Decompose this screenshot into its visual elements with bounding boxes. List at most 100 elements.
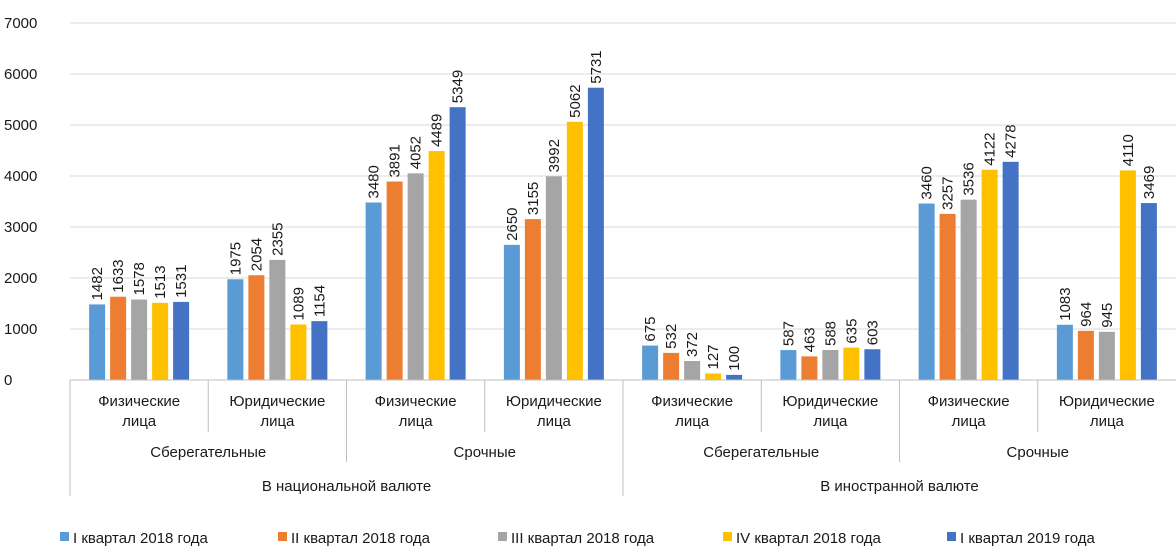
currency-group-label: В иностранной валюте — [820, 478, 979, 495]
bar — [726, 374, 743, 380]
y-tick-label: 0 — [4, 372, 12, 389]
data-label: 587 — [780, 321, 797, 346]
data-label: 945 — [1099, 303, 1116, 328]
bar — [1119, 170, 1136, 380]
bar — [89, 304, 106, 380]
y-tick-label: 6000 — [4, 66, 37, 83]
bar — [705, 373, 722, 380]
bar — [960, 199, 977, 380]
bar — [386, 181, 403, 380]
legend-label: I квартал 2019 года — [960, 530, 1095, 547]
bar — [269, 259, 286, 380]
data-label: 635 — [843, 319, 860, 344]
data-label: 4122 — [982, 132, 999, 165]
data-label: 4489 — [429, 114, 446, 147]
group-label: Сберегательные — [150, 444, 266, 461]
data-label: 3460 — [919, 166, 936, 199]
bar — [663, 352, 680, 380]
bar — [1002, 161, 1019, 380]
data-label: 372 — [684, 332, 701, 357]
data-label: 1089 — [290, 287, 307, 320]
y-tick-label: 7000 — [4, 15, 37, 32]
category-label: лица — [813, 413, 848, 430]
y-tick-label: 2000 — [4, 270, 37, 287]
bar — [449, 107, 466, 381]
bar — [365, 202, 382, 380]
category-label: лица — [952, 413, 987, 430]
data-label: 3155 — [525, 182, 542, 215]
bar — [642, 345, 659, 380]
data-label: 1482 — [89, 267, 106, 300]
data-label: 1578 — [131, 262, 148, 295]
bar — [822, 350, 839, 380]
y-tick-label: 1000 — [4, 321, 37, 338]
bar — [524, 219, 541, 380]
data-label: 532 — [663, 324, 680, 349]
y-axis-ticks: 0 1000 2000 3000 4000 5000 6000 7000 — [4, 15, 37, 389]
bar — [566, 121, 583, 380]
legend-label: I квартал 2018 года — [73, 530, 208, 547]
bar — [311, 321, 328, 380]
data-label: 4052 — [408, 136, 425, 169]
group-label: Сберегательные — [703, 444, 819, 461]
bar — [131, 299, 148, 380]
legend-item: II квартал 2018 года — [278, 530, 431, 547]
legend-swatch — [60, 532, 69, 541]
bar — [981, 169, 998, 380]
x-axis: Физические лица Юридические лица Физические л… — [69, 379, 1176, 496]
bar — [407, 173, 424, 380]
bar — [1056, 324, 1073, 380]
data-label: 4110 — [1120, 134, 1137, 166]
group-label: Срочные — [454, 444, 516, 461]
bar — [843, 347, 860, 380]
data-label: 5349 — [450, 70, 467, 103]
legend-label: IV квартал 2018 года — [736, 530, 881, 547]
legend-label: II квартал 2018 года — [291, 530, 431, 547]
data-label: 3480 — [366, 165, 383, 198]
bar — [684, 361, 701, 380]
data-label: 4278 — [1003, 124, 1020, 157]
bar — [780, 350, 797, 380]
y-tick-label: 5000 — [4, 117, 37, 134]
group-label: Срочные — [1007, 444, 1069, 461]
legend-item: III квартал 2018 года — [498, 530, 655, 547]
legend-item: I квартал 2018 года — [60, 530, 208, 547]
bar — [248, 275, 265, 380]
data-label: 2355 — [269, 223, 286, 256]
legend-swatch — [498, 532, 507, 541]
category-label: Юридические — [229, 393, 325, 410]
category-label: лица — [1090, 413, 1125, 430]
data-label: 5731 — [588, 50, 605, 83]
category-label: Физические — [928, 393, 1010, 410]
bar-series — [89, 87, 1157, 381]
data-label: 2054 — [248, 238, 265, 271]
data-label: 1513 — [152, 265, 169, 298]
y-tick-label: 3000 — [4, 219, 37, 236]
data-label: 2650 — [504, 207, 521, 240]
bar — [939, 213, 956, 380]
data-label: 1975 — [227, 242, 244, 275]
legend: I квартал 2018 года II квартал 2018 года I… — [60, 530, 1095, 547]
data-label: 3469 — [1141, 166, 1158, 199]
data-label: 127 — [705, 344, 722, 369]
category-label: Физические — [651, 393, 733, 410]
data-label: 1531 — [173, 265, 190, 298]
legend-item: IV квартал 2018 года — [723, 530, 881, 547]
data-label: 100 — [726, 346, 743, 371]
data-label: 1083 — [1057, 287, 1074, 320]
bar — [1098, 331, 1115, 380]
category-label: лица — [537, 413, 572, 430]
bar — [864, 349, 881, 380]
bar — [290, 324, 307, 380]
bar — [918, 203, 935, 380]
data-label: 3536 — [961, 162, 978, 195]
data-label: 1154 — [311, 285, 328, 317]
legend-swatch — [278, 532, 287, 541]
bar — [152, 302, 169, 380]
data-label: 5062 — [567, 84, 584, 117]
data-label: 3891 — [387, 144, 404, 177]
data-label: 964 — [1078, 302, 1095, 327]
legend-item: I квартал 2019 года — [947, 530, 1095, 547]
category-label: лица — [122, 413, 157, 430]
